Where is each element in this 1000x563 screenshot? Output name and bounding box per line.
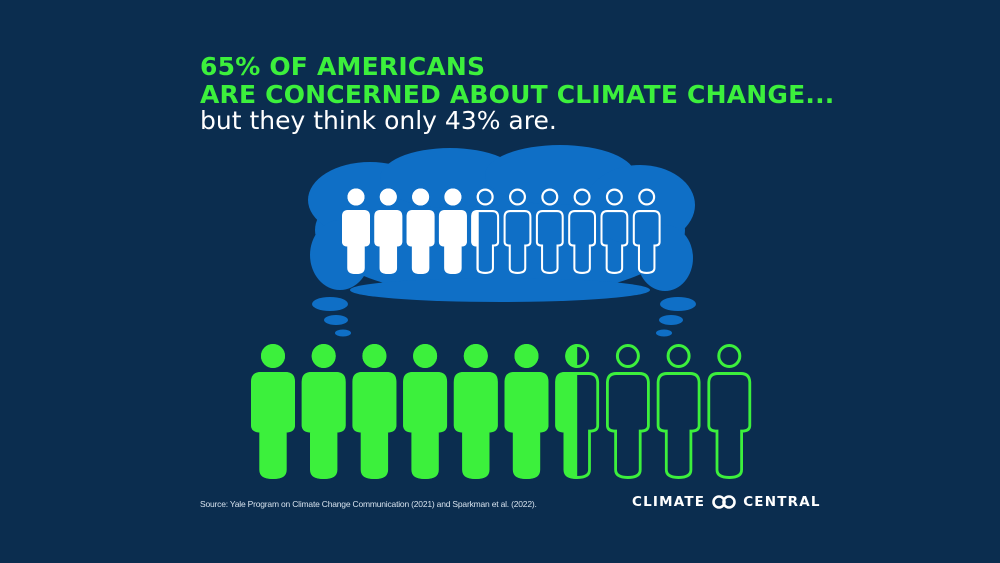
person-icon	[555, 344, 600, 479]
person-icon	[503, 188, 532, 274]
person-icon	[301, 344, 346, 479]
person-icon	[606, 344, 650, 479]
headline-line-2: ARE CONCERNED ABOUT CLIMATE CHANGE...	[200, 80, 835, 109]
person-icon	[568, 188, 597, 274]
person-icon	[352, 344, 397, 479]
headline-line-3: but they think only 43% are.	[200, 106, 557, 135]
person-icon	[342, 188, 370, 274]
perceived-pictograph	[342, 188, 661, 274]
person-icon	[707, 344, 752, 479]
headline-line-1: 65% OF AMERICANS	[200, 52, 486, 81]
person-icon	[504, 344, 549, 479]
interlocking-rings-icon	[712, 495, 737, 509]
person-icon	[453, 344, 498, 479]
person-icon	[438, 188, 467, 274]
thought-cloud	[308, 145, 696, 337]
climate-central-logo: CLIMATE CENTRAL	[632, 494, 821, 510]
source-note: Source: Yale Program on Climate Change C…	[200, 499, 537, 509]
person-icon	[535, 188, 564, 274]
person-icon	[600, 188, 629, 274]
logo-text-right: CENTRAL	[743, 494, 821, 510]
person-icon	[406, 188, 435, 274]
person-icon	[471, 188, 500, 274]
actual-pictograph	[251, 344, 752, 479]
logo-text-left: CLIMATE	[632, 494, 706, 510]
person-icon	[656, 344, 701, 479]
person-icon	[374, 188, 403, 274]
person-icon	[251, 344, 295, 479]
person-icon	[632, 188, 661, 274]
person-icon	[403, 344, 448, 479]
